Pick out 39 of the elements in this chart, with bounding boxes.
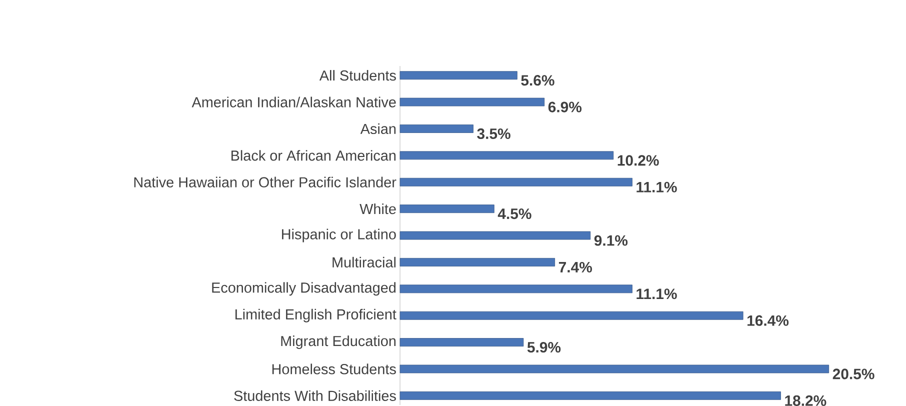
y-tick-label: American Indian/Alaskan Native	[192, 96, 396, 108]
bar	[400, 258, 555, 266]
bar	[400, 71, 518, 80]
y-tick-label: Native Hawaiian or Other Pacific Islander	[134, 176, 396, 188]
data-label: 4.5%	[498, 208, 532, 220]
data-label: 11.1%	[636, 288, 677, 300]
bar	[400, 231, 591, 240]
y-tick-label: White	[360, 204, 396, 214]
data-label: 7.4%	[558, 262, 592, 272]
data-label: 3.5%	[477, 128, 510, 140]
bar	[400, 151, 614, 160]
y-tick-label: All Students	[319, 70, 396, 81]
data-label: 6.9%	[548, 102, 582, 112]
y-tick-label: Multiracial	[332, 256, 396, 268]
data-label: 9.1%	[594, 235, 628, 246]
bar	[400, 98, 545, 106]
bar	[400, 178, 632, 186]
y-tick-label: Economically Disadvantaged	[212, 282, 396, 296]
bar	[400, 284, 632, 294]
y-tick-label: Students With Disabilities	[234, 390, 396, 401]
data-label: 5.9%	[527, 342, 561, 353]
bar	[400, 204, 494, 214]
y-tick-label: Hispanic or Latino	[282, 228, 396, 242]
data-label: 5.6%	[521, 75, 554, 86]
data-label: 10.2%	[618, 155, 659, 166]
data-label: 16.4%	[748, 315, 789, 326]
bar	[400, 338, 524, 346]
bar	[400, 124, 474, 133]
y-tick-label: Asian	[360, 123, 396, 134]
y-tick-label: Migrant Education	[281, 336, 396, 350]
data-label: 20.5%	[832, 368, 874, 380]
y-tick-label: Black or African American	[231, 150, 396, 161]
data-label: 18.2%	[785, 395, 826, 406]
bar	[400, 364, 830, 374]
y-tick-label: Limited English Proficient	[235, 308, 396, 322]
data-label: 11.1%	[636, 182, 677, 192]
bar	[400, 391, 781, 400]
bar	[400, 311, 744, 320]
y-tick-label: Homeless Students	[272, 364, 396, 374]
